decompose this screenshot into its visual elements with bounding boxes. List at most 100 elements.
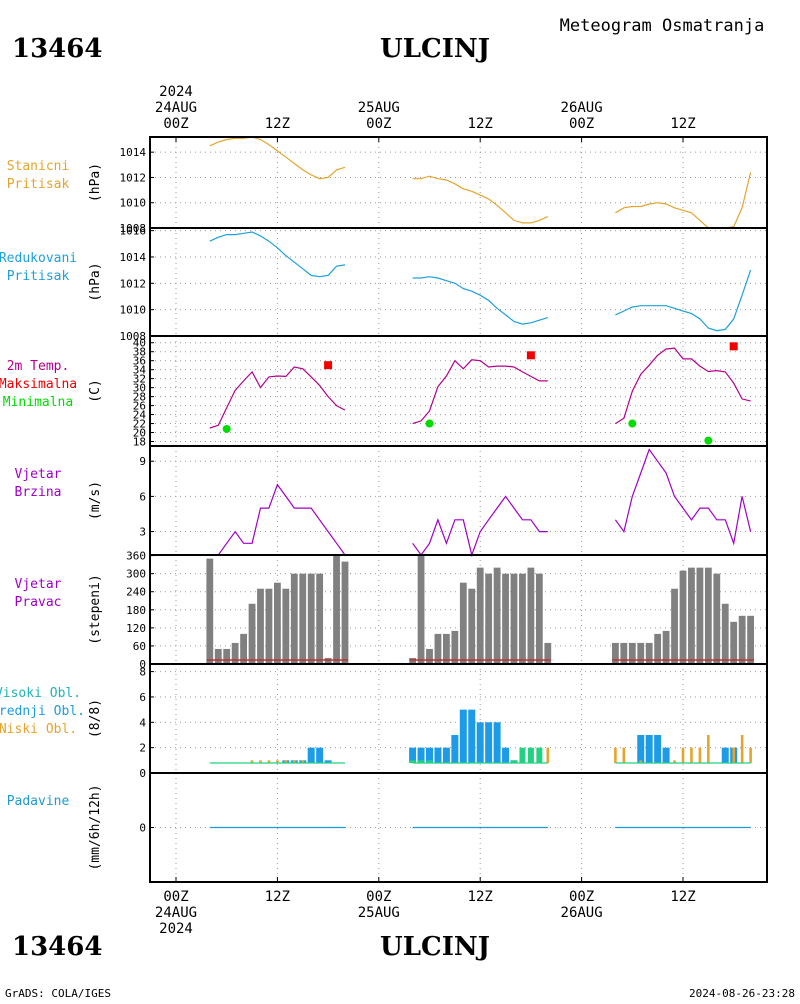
time-label: 24AUG	[155, 100, 197, 116]
cloud-low-bar	[259, 760, 262, 763]
y-tick-label: 22	[133, 418, 146, 431]
wind-direction-bar	[468, 588, 476, 664]
y-tick-label: 1014	[120, 146, 147, 159]
y-tick-label: 9	[139, 455, 146, 468]
panel-label: Pravac	[15, 595, 62, 610]
time-label: 00Z	[366, 889, 391, 905]
cloud-mid-bar	[442, 747, 450, 763]
time-label: 00Z	[569, 116, 594, 132]
panel-label: Stanicni	[7, 159, 70, 174]
wind-direction-bar	[341, 561, 349, 664]
grid	[150, 446, 767, 555]
cloud-low-bar	[622, 747, 626, 763]
cloud-low-bar	[639, 760, 643, 763]
panel-label: 2m Temp.	[7, 359, 70, 374]
grid	[150, 664, 767, 774]
cloud-mid-bar	[502, 747, 510, 763]
cloud-mid-bar	[485, 722, 493, 763]
cloud-mid-bar	[662, 747, 670, 763]
panel-frame	[149, 227, 768, 337]
grid	[150, 137, 767, 229]
wind-direction-bar	[662, 630, 670, 664]
wind-direction-bar	[671, 588, 678, 664]
panel-oblacnost: 0 2 4 6 8 (8/8) Visoki Obl. Srednji Obl. Niski O…	[0, 663, 768, 780]
panel-stanicni-pritisak: 1008 1010 1012 1014 (hPa) Stanicni Pritisak	[7, 136, 768, 235]
y-tick-label: 0	[139, 658, 146, 671]
panel-label: Niski Obl.	[0, 722, 77, 737]
wind-direction-bar	[240, 633, 247, 664]
cloud-mid-bar	[721, 747, 729, 763]
wind-direction-bar	[451, 630, 459, 664]
grid	[150, 773, 767, 882]
y-tick-label: 30	[133, 382, 146, 395]
time-label: 12Z	[670, 889, 695, 905]
wind-direction-bar	[696, 567, 704, 664]
cloud-low-bar	[250, 760, 254, 763]
panel-frame	[149, 335, 768, 447]
time-label: 00Z	[569, 889, 594, 905]
y-tick-label: 2	[139, 742, 146, 755]
y-tick-label: 6	[139, 691, 146, 704]
time-label: 24AUG	[155, 905, 197, 921]
y-tick-label: 1008	[120, 330, 147, 343]
min-temp-marker	[222, 424, 231, 433]
wind-direction-bar	[248, 603, 256, 664]
wind-direction-bar	[476, 567, 484, 664]
panel-label: Pritisak	[7, 269, 70, 284]
cloud-low-bar	[732, 747, 735, 763]
time-label: 25AUG	[358, 905, 400, 921]
cloud-high-bar	[511, 760, 517, 763]
time-label: 00Z	[366, 116, 391, 132]
series-line	[615, 269, 752, 332]
series-line	[615, 347, 751, 425]
cloud-low-bar	[740, 734, 744, 763]
cloud-high-bar	[527, 747, 534, 763]
y-tick-label: 180	[126, 604, 146, 617]
series-line	[614, 448, 752, 546]
series-line	[412, 276, 548, 325]
time-label: 00Z	[163, 889, 188, 905]
time-label: 12Z	[468, 116, 493, 132]
wind-direction-bar	[704, 567, 712, 664]
y-tick-label: 240	[126, 586, 146, 599]
cloud-mid-bar	[451, 734, 459, 763]
wind-direction-bar	[231, 642, 239, 664]
panel-frame	[149, 772, 768, 883]
cloud-low-bar	[698, 747, 702, 763]
y-tick-label: 20	[133, 427, 146, 440]
y-tick-label: 1012	[120, 171, 147, 184]
wind-direction-bar	[527, 567, 535, 664]
y-tick-label: 1008	[120, 222, 147, 235]
panel-redukovani-pritisak: 1008 1010 1012 1014 1016 (hPa) Redukovani Priti…	[0, 225, 768, 343]
wind-direction-bar	[721, 603, 729, 664]
series-line	[615, 172, 752, 229]
max-temp-marker	[526, 351, 535, 360]
min-temp-marker	[704, 436, 713, 445]
panel-label: Srednji Obl.	[0, 704, 85, 719]
y-tick-label: 40	[133, 337, 146, 350]
footer-credit: GrADS: COLA/IGES	[5, 987, 111, 1000]
cloud-low-bar	[276, 760, 279, 763]
cloud-low-bar	[614, 747, 617, 763]
y-tick-label: 36	[133, 355, 146, 368]
panel-frame	[149, 136, 768, 229]
panel-frame	[149, 445, 768, 556]
y-axis-label: (hPa)	[88, 163, 103, 202]
max-temp-marker	[324, 361, 333, 370]
panel-label: Pritisak	[7, 177, 70, 192]
wind-direction-bar	[274, 582, 281, 664]
cloud-mid-bar	[459, 709, 467, 763]
cloud-mid-bar	[324, 760, 332, 763]
panel-vjetar-pravac: 0 60 120 180 240 300 360 (stepeni) Vjetar Pravac	[15, 550, 768, 671]
y-tick-label: 18	[133, 436, 146, 449]
y-tick-label: 1010	[120, 304, 147, 317]
wind-direction-bar	[299, 573, 307, 664]
y-tick-label: 26	[133, 400, 146, 413]
time-label: 2024	[159, 84, 193, 100]
wind-direction-bar	[307, 573, 315, 664]
cloud-low-bar	[267, 760, 271, 763]
y-tick-label: 0	[139, 822, 146, 835]
y-axis-label: (stepeni)	[88, 574, 103, 644]
wind-direction-bar	[654, 633, 662, 664]
cloud-mid-bar	[645, 734, 653, 763]
